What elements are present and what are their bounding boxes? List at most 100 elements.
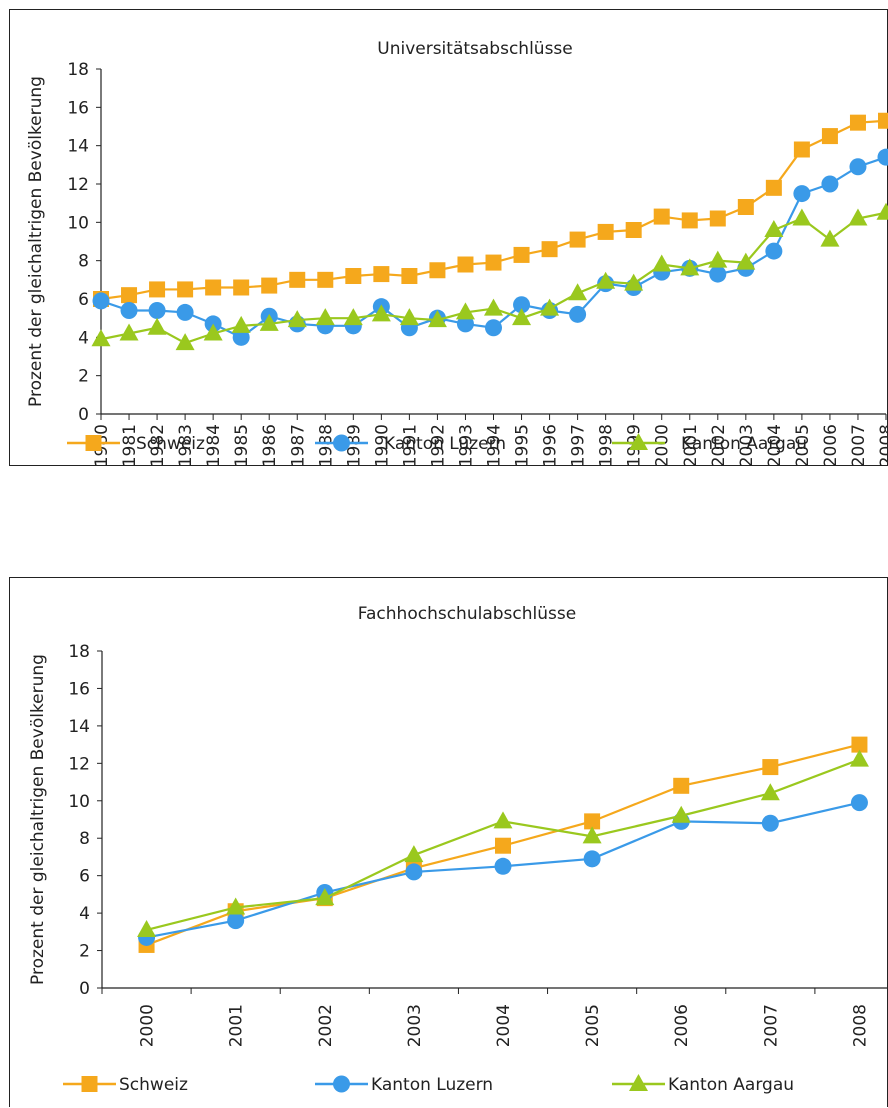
data-point (626, 222, 642, 238)
y-tick-label: 6 (79, 867, 90, 887)
y-tick-label: 16 (67, 98, 89, 118)
x-tick-label: 2001 (227, 1004, 247, 1047)
data-point (317, 272, 333, 288)
data-point (121, 287, 137, 303)
y-tick-label: 12 (67, 175, 89, 195)
data-point (405, 863, 422, 880)
x-tick-label: 1984 (204, 424, 224, 467)
data-point (794, 142, 810, 158)
x-tick-label: 2008 (850, 1004, 870, 1047)
x-tick-label: 2003 (405, 1004, 425, 1047)
data-point (792, 209, 811, 226)
legend-label: Schweiz (119, 1075, 188, 1095)
data-point (878, 113, 888, 129)
data-point (673, 778, 689, 794)
chart-title: Universitätsabschlüsse (377, 39, 573, 59)
data-point (598, 224, 614, 240)
legend-entry: Schweiz (67, 434, 205, 454)
x-tick-label: 1995 (513, 424, 533, 467)
data-point (484, 299, 503, 316)
data-point (765, 243, 782, 260)
data-point (709, 266, 726, 283)
data-point (93, 292, 110, 309)
legend-marker (86, 435, 102, 451)
chart-universitaetsabschluesse: Universitätsabschlüsse Prozent der gleich… (9, 9, 888, 466)
data-point (738, 199, 754, 215)
chart-fachhochschulabschluesse: Fachhochschulabschlüsse Prozent der gleic… (9, 577, 888, 1107)
y-tick-label: 2 (79, 942, 90, 962)
y-tick-label: 10 (67, 213, 89, 233)
legend-label: Kanton Aargau (668, 1075, 794, 1095)
data-point (762, 815, 779, 832)
data-point (820, 230, 839, 247)
x-tick-label: 2007 (761, 1004, 781, 1047)
x-tick-label: 2006 (672, 1004, 692, 1047)
legend-marker (333, 1076, 350, 1093)
data-point (486, 255, 502, 271)
y-tick-label: 8 (78, 252, 89, 272)
data-point (822, 128, 838, 144)
x-tick-label: 2004 (494, 1004, 514, 1047)
data-point (652, 255, 671, 272)
chart-universitaetsabschluesse-svg: Universitätsabschlüsse Prozent der gleich… (10, 10, 888, 467)
y-tick-label: 12 (68, 754, 90, 774)
y-tick-label: 8 (79, 829, 90, 849)
data-point (429, 262, 445, 278)
y-tick-label: 14 (68, 717, 90, 737)
data-point (148, 318, 167, 335)
data-point (570, 232, 586, 248)
data-point (289, 272, 305, 288)
y-tick-label: 0 (79, 979, 90, 999)
y-tick-label: 4 (79, 904, 90, 924)
data-point (121, 302, 138, 319)
chart-title: Fachhochschulabschlüsse (358, 604, 576, 624)
data-point (149, 281, 165, 297)
legend-entry: Kanton Luzern (315, 434, 506, 454)
data-point (495, 838, 511, 854)
data-point (373, 266, 389, 282)
data-point (568, 283, 587, 300)
data-point (457, 257, 473, 273)
legend-label: Kanton Luzern (371, 1075, 493, 1095)
data-point (316, 308, 335, 325)
y-tick-label: 14 (67, 137, 89, 157)
data-point (793, 185, 810, 202)
y-axis-label: Prozent der gleichaltrigen Bevölkerung (26, 76, 46, 407)
data-point (495, 858, 512, 875)
x-tick-label: 1985 (232, 424, 252, 467)
legend-entry: Kanton Aargau (612, 1074, 794, 1095)
legend-marker (333, 435, 350, 452)
data-point (149, 302, 166, 319)
y-tick-label: 4 (78, 328, 89, 348)
x-tick-label: 1986 (260, 424, 280, 467)
y-tick-label: 16 (68, 679, 90, 699)
y-axis-label: Prozent der gleichaltrigen Bevölkerung (28, 654, 48, 985)
data-point (177, 304, 194, 321)
legend-label: Kanton Luzern (384, 434, 506, 454)
data-point (877, 203, 888, 220)
data-point (177, 281, 193, 297)
data-point (514, 247, 530, 263)
x-tick-label: 2000 (653, 424, 673, 467)
y-tick-label: 18 (67, 60, 89, 80)
data-point (850, 115, 866, 131)
data-point (205, 280, 221, 296)
x-tick-label: 1996 (541, 424, 561, 467)
data-point (849, 158, 866, 175)
series-schweiz (93, 113, 888, 307)
x-tick-label: 1997 (569, 424, 589, 467)
legend-label: Kanton Aargau (681, 434, 807, 454)
legend-marker (82, 1076, 98, 1092)
data-point (821, 176, 838, 193)
data-point (851, 794, 868, 811)
x-tick-label: 2006 (821, 424, 841, 467)
series-schweiz (139, 737, 868, 953)
data-point (878, 149, 888, 166)
x-tick-label: 2008 (877, 424, 888, 467)
data-point (233, 280, 249, 296)
x-tick-label: 1987 (288, 424, 308, 467)
x-tick-label: 2007 (849, 424, 869, 467)
data-point (708, 251, 727, 268)
data-point (569, 306, 586, 323)
legend-marker (629, 1074, 648, 1091)
